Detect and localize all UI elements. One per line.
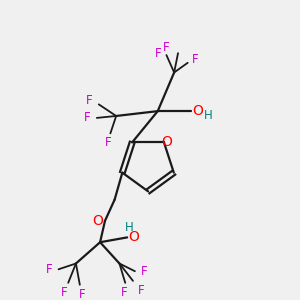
Text: F: F <box>137 284 144 297</box>
Text: F: F <box>121 286 128 299</box>
Text: F: F <box>46 263 52 276</box>
Text: F: F <box>105 136 112 148</box>
Text: O: O <box>192 104 203 118</box>
Text: O: O <box>128 230 140 244</box>
Text: F: F <box>141 265 148 278</box>
Text: F: F <box>84 111 91 124</box>
Text: F: F <box>78 288 85 300</box>
Text: H: H <box>204 109 212 122</box>
Text: F: F <box>154 47 161 60</box>
Text: H: H <box>125 221 134 234</box>
Text: F: F <box>192 53 199 66</box>
Text: F: F <box>61 286 68 299</box>
Text: O: O <box>93 214 104 228</box>
Text: F: F <box>86 94 92 107</box>
Text: F: F <box>163 41 170 54</box>
Text: O: O <box>161 135 172 149</box>
